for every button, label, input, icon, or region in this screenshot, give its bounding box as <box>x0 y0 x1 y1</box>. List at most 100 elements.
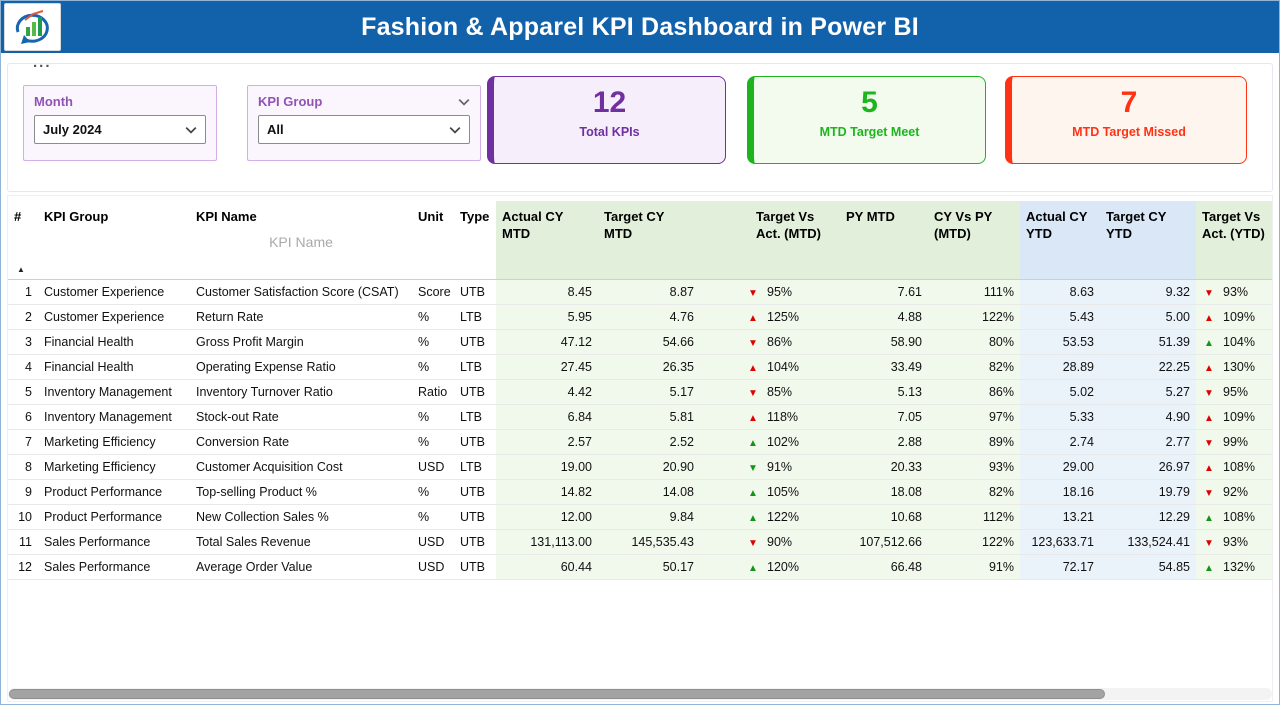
col-header-target-vs-act-mtd-label: Target Vs Act. (MTD) <box>756 209 821 241</box>
table-row[interactable]: 4 Financial Health Operating Expense Rat… <box>8 354 1272 380</box>
kpi-name-search-input[interactable] <box>211 233 391 250</box>
unit-cell: % <box>412 429 454 455</box>
unit-cell: USD <box>412 529 454 555</box>
col-header-target-cy-ytd[interactable]: Target CY YTD <box>1100 201 1196 280</box>
col-header-index-label: # <box>14 209 22 224</box>
trend-arrow-icon: ▲ <box>1204 562 1214 574</box>
py-mtd-cell: 10.68 <box>840 504 928 530</box>
table-row[interactable]: 10 Product Performance New Collection Sa… <box>8 504 1272 530</box>
col-header-type[interactable]: Type <box>454 201 496 280</box>
col-header-kpi-group[interactable]: KPI Group <box>38 201 190 280</box>
target-vs-act-ytd-cell: ▼ 93% <box>1196 529 1272 555</box>
col-header-target-vs-act-ytd[interactable]: Target Vs Act. (YTD) <box>1196 201 1272 280</box>
kpi-group-dropdown[interactable]: All <box>258 115 470 144</box>
chevron-down-icon[interactable] <box>458 98 470 106</box>
cy-vs-py-mtd-cell: 122% <box>928 529 1020 555</box>
kpi-logo-graphic <box>15 10 49 44</box>
target-cy-ytd-cell: 5.27 <box>1100 379 1196 405</box>
kpi-name-cell: Inventory Turnover Ratio <box>190 379 412 405</box>
tva-mtd-percent: 120% <box>767 559 799 574</box>
target-cy-mtd-cell: 26.35 <box>598 354 700 380</box>
table-row[interactable]: 1 Customer Experience Customer Satisfact… <box>8 279 1272 305</box>
target-cy-ytd-cell: 9.32 <box>1100 279 1196 305</box>
tva-mtd-percent: 90% <box>767 534 793 549</box>
table-row[interactable]: 12 Sales Performance Average Order Value… <box>8 554 1272 580</box>
col-header-kpi-name-label: KPI Name <box>196 209 257 224</box>
trend-arrow-icon: ▲ <box>748 562 758 574</box>
row-index-cell: 6 <box>8 404 38 430</box>
col-header-kpi-name[interactable]: KPI Name <box>190 201 412 280</box>
trend-arrow-icon: ▼ <box>748 387 758 399</box>
trend-arrow-icon: ▲ <box>1204 512 1214 524</box>
month-dropdown[interactable]: July 2024 <box>34 115 206 144</box>
tva-mtd-percent: 105% <box>767 484 799 499</box>
py-mtd-cell: 33.49 <box>840 354 928 380</box>
table-row[interactable]: 2 Customer Experience Return Rate % LTB … <box>8 304 1272 330</box>
col-header-unit[interactable]: Unit <box>412 201 454 280</box>
trend-arrow-icon: ▲ <box>748 412 758 424</box>
table-header-row: # ▲ KPI Group KPI Name Unit Type Actual … <box>8 201 1272 280</box>
target-vs-act-ytd-cell: ▼ 92% <box>1196 479 1272 505</box>
target-cy-mtd-cell: 20.90 <box>598 454 700 480</box>
target-vs-act-ytd-cell: ▼ 95% <box>1196 379 1272 405</box>
table-row[interactable]: 6 Inventory Management Stock-out Rate % … <box>8 404 1272 430</box>
col-header-index[interactable]: # ▲ <box>8 201 38 280</box>
cy-vs-py-mtd-cell: 91% <box>928 554 1020 580</box>
row-index-cell: 10 <box>8 504 38 530</box>
kpi-name-cell: New Collection Sales % <box>190 504 412 530</box>
table-row[interactable]: 3 Financial Health Gross Profit Margin %… <box>8 329 1272 355</box>
tva-ytd-percent: 108% <box>1223 509 1255 524</box>
kpi-name-cell: Average Order Value <box>190 554 412 580</box>
col-header-cy-vs-py-mtd[interactable]: CY Vs PY (MTD) <box>928 201 1020 280</box>
kpi-group-slicer-header: KPI Group <box>248 86 480 112</box>
col-header-target-cy-mtd[interactable]: Target CY MTD <box>598 201 700 280</box>
trend-arrow-icon: ▼ <box>1204 387 1214 399</box>
tva-mtd-percent: 118% <box>767 409 799 424</box>
table-row[interactable]: 9 Product Performance Top-selling Produc… <box>8 479 1272 505</box>
unit-cell: % <box>412 329 454 355</box>
target-cy-ytd-cell: 54.85 <box>1100 554 1196 580</box>
col-header-py-mtd[interactable]: PY MTD <box>840 201 928 280</box>
tva-ytd-percent: 109% <box>1223 309 1255 324</box>
col-header-target-vs-act-ytd-label: Target Vs Act. (YTD) <box>1202 209 1265 241</box>
unit-cell: USD <box>412 554 454 580</box>
more-options-icon[interactable]: ... <box>33 54 52 71</box>
actual-cy-mtd-cell: 4.42 <box>496 379 598 405</box>
actual-cy-ytd-cell: 5.33 <box>1020 404 1100 430</box>
actual-cy-ytd-cell: 28.89 <box>1020 354 1100 380</box>
tva-ytd-percent: 99% <box>1223 434 1249 449</box>
kpi-name-cell: Stock-out Rate <box>190 404 412 430</box>
col-header-target-cy-ytd-label: Target CY YTD <box>1106 209 1167 241</box>
col-header-actual-cy-mtd[interactable]: Actual CY MTD <box>496 201 598 280</box>
trend-arrow-icon: ▲ <box>1204 362 1214 374</box>
actual-cy-ytd-cell: 13.21 <box>1020 504 1100 530</box>
horizontal-scrollbar-thumb[interactable] <box>9 689 1105 699</box>
kpi-group-cell: Customer Experience <box>38 304 190 330</box>
kpi-group-cell: Customer Experience <box>38 279 190 305</box>
target-vs-act-ytd-cell: ▲ 132% <box>1196 554 1272 580</box>
col-header-actual-cy-ytd[interactable]: Actual CY YTD <box>1020 201 1100 280</box>
table-row[interactable]: 8 Marketing Efficiency Customer Acquisit… <box>8 454 1272 480</box>
kpi-group-cell: Inventory Management <box>38 404 190 430</box>
row-index-cell: 1 <box>8 279 38 305</box>
target-cy-mtd-cell: 9.84 <box>598 504 700 530</box>
table-row[interactable]: 11 Sales Performance Total Sales Revenue… <box>8 529 1272 555</box>
target-vs-act-ytd-cell: ▲ 109% <box>1196 404 1272 430</box>
actual-cy-ytd-cell: 29.00 <box>1020 454 1100 480</box>
unit-cell: USD <box>412 454 454 480</box>
col-header-actual-cy-mtd-label: Actual CY MTD <box>502 209 564 241</box>
table-row[interactable]: 5 Inventory Management Inventory Turnove… <box>8 379 1272 405</box>
cy-vs-py-mtd-cell: 111% <box>928 279 1020 305</box>
actual-cy-mtd-cell: 19.00 <box>496 454 598 480</box>
actual-cy-mtd-cell: 5.95 <box>496 304 598 330</box>
trend-arrow-icon: ▲ <box>1204 312 1214 324</box>
tva-ytd-percent: 93% <box>1223 534 1249 549</box>
table-row[interactable]: 7 Marketing Efficiency Conversion Rate %… <box>8 429 1272 455</box>
horizontal-scrollbar-track[interactable] <box>8 688 1272 700</box>
type-cell: UTB <box>454 379 496 405</box>
target-cy-ytd-cell: 12.29 <box>1100 504 1196 530</box>
col-header-target-vs-act-mtd[interactable]: Target Vs Act. (MTD) <box>700 201 840 280</box>
target-cy-mtd-cell: 8.87 <box>598 279 700 305</box>
actual-cy-mtd-cell: 8.45 <box>496 279 598 305</box>
